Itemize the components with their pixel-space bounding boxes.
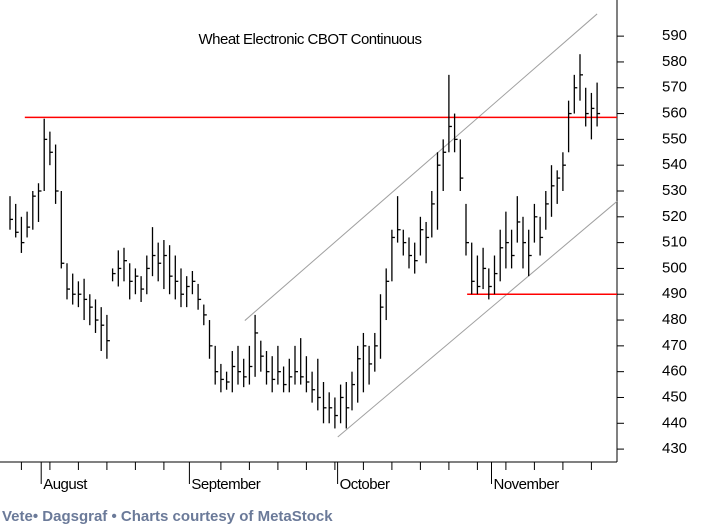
chart-title: Wheat Electronic CBOT Continuous: [199, 31, 422, 48]
y-tick-label: 440: [662, 414, 687, 431]
footer: Vete• Dagsgraf • Charts courtesy of Meta…: [2, 508, 333, 525]
y-tick-label: 570: [662, 79, 687, 96]
y-tick-label: 450: [662, 388, 687, 405]
y-tick-label: 510: [662, 234, 687, 251]
y-tick-label: 490: [662, 285, 687, 302]
y-tick-label: 590: [662, 27, 687, 44]
y-tick-label: 430: [662, 440, 687, 457]
y-tick-label: 550: [662, 130, 687, 147]
y-tick-label: 520: [662, 208, 687, 225]
y-tick-label: 470: [662, 337, 687, 354]
trend-line: [244, 13, 598, 321]
y-tick-label: 460: [662, 363, 687, 380]
x-tick-label: August: [43, 476, 88, 493]
y-tick-label: 580: [662, 53, 687, 70]
y-tick-label: 530: [662, 182, 687, 199]
y-tick-label: 480: [662, 311, 687, 328]
y-tick-label: 500: [662, 259, 687, 276]
trend-line: [337, 200, 618, 438]
x-tick-label: November: [494, 476, 560, 493]
y-tick-label: 560: [662, 105, 687, 122]
chart: Wheat Electronic CBOT Continuous 430 440 4…: [0, 0, 687, 493]
y-tick-label: 540: [662, 156, 687, 173]
x-tick-label: September: [191, 476, 260, 493]
x-tick-label: October: [340, 476, 390, 493]
